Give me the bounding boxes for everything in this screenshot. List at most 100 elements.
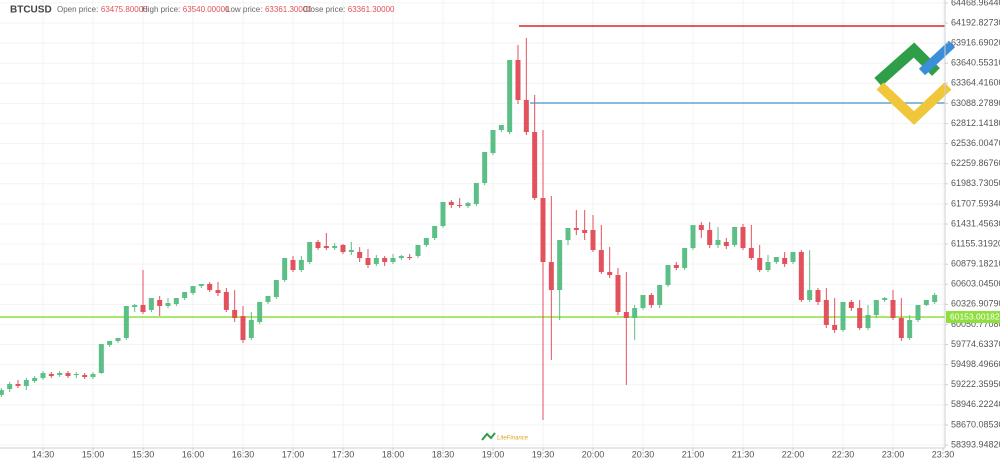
candle-body	[315, 241, 321, 249]
y-tick-label: 63640.55310	[951, 58, 1000, 68]
header-item: Open price: 63475.80000	[57, 4, 148, 14]
candle-body	[615, 275, 621, 313]
header-label: Open price:	[57, 5, 98, 14]
header: BTCUSD Open price: 63475.80000 High pric…	[10, 4, 395, 16]
y-tick-label: 63916.69020	[951, 37, 1000, 47]
candle-body	[482, 151, 488, 183]
x-tick-label: 15:30	[132, 449, 155, 459]
candle-body	[490, 129, 496, 153]
candle-body	[673, 264, 679, 268]
candle-body	[190, 286, 196, 294]
candle-body	[515, 59, 521, 101]
header-item: Close price: 63361.30000	[303, 4, 395, 14]
y-tick-label: 64468.96440	[951, 0, 1000, 7]
x-tick-label: 21:30	[732, 449, 755, 459]
watermark: LiteFinance	[481, 432, 529, 442]
x-tick-label: 15:00	[82, 449, 105, 459]
y-tick-label: 59222.35950	[951, 379, 1000, 389]
candle-body	[607, 271, 613, 276]
header-item: Low price: 63361.30000	[226, 4, 312, 14]
candle-body	[198, 283, 204, 287]
y-tick-label: 63364.41600	[951, 78, 1000, 88]
header-label: Close price:	[303, 5, 345, 14]
x-tick-label: 23:00	[882, 449, 905, 459]
y-tick-label: 62259.86760	[951, 158, 1000, 168]
y-tick-label: 62812.14180	[951, 118, 1000, 128]
candle-body	[740, 227, 746, 249]
candle-body	[398, 255, 404, 259]
y-tick-label: 63088.27890	[951, 98, 1000, 108]
y-tick-label: 61707.59340	[951, 198, 1000, 208]
header-value: 63475.80000	[101, 5, 148, 14]
candle-body	[665, 264, 671, 286]
watermark-icon	[481, 432, 496, 441]
candle-body	[257, 301, 263, 322]
candle-body	[15, 383, 21, 386]
candle-body	[498, 125, 504, 130]
candle-body	[232, 309, 238, 318]
x-tick-label: 20:00	[582, 449, 605, 459]
y-tick-label: 59498.49660	[951, 359, 1000, 369]
candle-body	[240, 316, 246, 341]
candle-body	[23, 379, 29, 386]
candle-body	[865, 314, 871, 329]
candle-body	[773, 256, 779, 263]
candle-body	[632, 308, 638, 318]
x-tick-label: 14:30	[32, 449, 55, 459]
candle-body	[157, 300, 163, 306]
candle-body	[40, 372, 46, 379]
y-tick-label: 62536.00470	[951, 138, 1000, 148]
x-tick-label: 16:30	[232, 449, 255, 459]
logo	[874, 40, 956, 125]
candle-body	[873, 300, 879, 315]
candle-body	[440, 201, 446, 226]
candle-body	[640, 294, 646, 309]
candle-body	[915, 305, 921, 321]
x-tick-label: 17:30	[332, 449, 355, 459]
candle-body	[457, 205, 463, 207]
x-tick-label: 19:30	[532, 449, 555, 459]
x-tick-label: 23:30	[932, 449, 955, 459]
level-tag-label: 60153.00182	[950, 311, 1000, 321]
candle-body	[348, 250, 354, 252]
candle-body	[223, 291, 229, 310]
x-tick-label: 18:00	[382, 449, 405, 459]
candle-body	[623, 312, 629, 318]
logo-blue	[918, 40, 956, 76]
ticks: 64468.96440 64192.82730 63916.69020 63640.5…	[32, 0, 1000, 459]
level-tag	[946, 311, 1000, 324]
candle-body	[565, 228, 571, 241]
candle-body	[832, 324, 838, 330]
candle-body	[932, 294, 938, 302]
candle-body	[65, 372, 71, 376]
x-tick-label: 18:30	[432, 449, 455, 459]
candle-body	[532, 132, 538, 199]
candle-body	[123, 305, 129, 338]
candle-body	[373, 258, 379, 264]
candle-body	[323, 245, 329, 249]
candle-body	[748, 248, 754, 259]
candle-body	[365, 258, 371, 265]
candle-body	[923, 300, 929, 306]
header-value: 63361.30000	[348, 5, 395, 14]
candle-body	[273, 279, 279, 298]
candle-body	[590, 229, 596, 251]
candle-body	[165, 302, 171, 306]
candle-body	[465, 202, 471, 206]
candle-body	[357, 251, 363, 259]
candle-body	[182, 291, 188, 299]
candle-body	[57, 372, 63, 376]
levels	[0, 25, 945, 318]
candle-body	[690, 225, 696, 249]
header-value: 63361.30000	[265, 5, 312, 14]
grid	[0, 0, 945, 448]
candle-body	[0, 390, 4, 395]
candle-body	[307, 241, 313, 263]
candle-body	[582, 229, 588, 233]
y-tick-label: 60879.18210	[951, 259, 1000, 269]
candle-body	[648, 294, 654, 306]
x-tick-label: 20:30	[632, 449, 655, 459]
candle-body	[115, 337, 121, 341]
candle-body	[815, 290, 821, 302]
